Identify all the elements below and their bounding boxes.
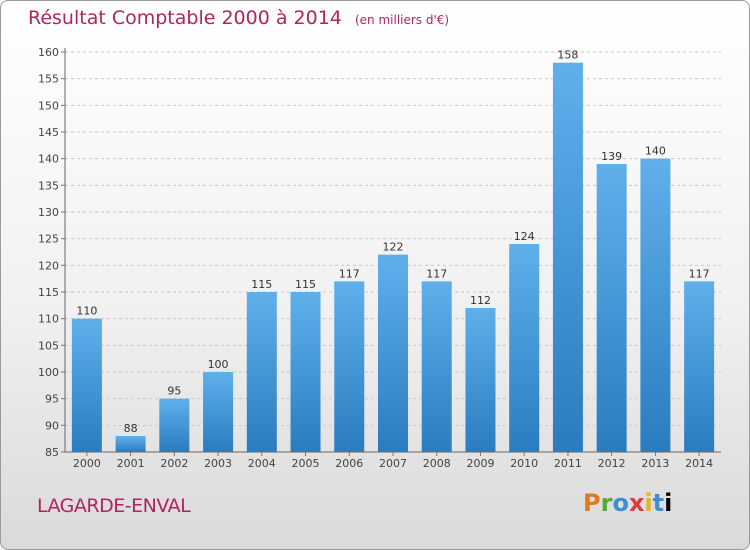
bar: [159, 398, 190, 452]
proxiti-logo: Proxiti: [583, 489, 673, 517]
bar: [71, 318, 102, 452]
bar: [596, 164, 627, 452]
y-tick-label: 95: [45, 393, 59, 406]
x-tick-label: 2013: [641, 457, 669, 470]
bar-value-label: 122: [383, 241, 404, 254]
x-tick-label: 2012: [598, 457, 626, 470]
y-tick-label: 150: [38, 99, 59, 112]
x-tick-label: 2010: [510, 457, 538, 470]
y-tick-label: 155: [38, 73, 59, 86]
x-tick-label: 2000: [73, 457, 101, 470]
bar: [509, 244, 540, 452]
bar-value-label: 139: [601, 150, 622, 163]
x-tick-label: 2006: [335, 457, 363, 470]
bar: [465, 308, 496, 452]
chart-title: Résultat Comptable 2000 à 2014 (en milli…: [28, 7, 449, 29]
x-tick-label: 2001: [117, 457, 145, 470]
bar-value-label: 124: [514, 230, 535, 243]
bar: [640, 158, 671, 452]
bar-value-label: 117: [689, 267, 710, 280]
bar-value-label: 115: [295, 278, 316, 291]
bar: [552, 62, 583, 453]
bar-value-label: 88: [124, 422, 138, 435]
commune-name: LAGARDE-ENVAL: [37, 495, 191, 517]
y-tick-label: 160: [38, 46, 59, 59]
y-tick-label: 105: [38, 339, 59, 352]
bar-value-label: 117: [426, 267, 447, 280]
bar-value-label: 110: [76, 305, 97, 318]
title-unit: (en milliers d'€): [354, 13, 450, 27]
y-tick-label: 120: [38, 259, 59, 272]
bar-value-label: 100: [208, 358, 229, 371]
x-tick-label: 2005: [292, 457, 320, 470]
y-tick-label: 110: [38, 313, 59, 326]
x-tick-label: 2007: [379, 457, 407, 470]
y-tick-label: 90: [45, 419, 59, 432]
x-tick-label: 2002: [160, 457, 188, 470]
x-tick-label: 2008: [423, 457, 451, 470]
bar-value-label: 158: [557, 49, 578, 62]
bar: [246, 292, 277, 452]
x-tick-label: 2011: [554, 457, 582, 470]
bar: [290, 292, 321, 452]
bar-value-label: 112: [470, 294, 491, 307]
bar: [421, 281, 452, 452]
title-text: Résultat Comptable 2000 à 2014: [28, 7, 342, 29]
bar: [684, 281, 715, 452]
bar: [203, 372, 234, 452]
bar: [334, 281, 365, 452]
x-tick-label: 2014: [685, 457, 713, 470]
y-tick-label: 130: [38, 206, 59, 219]
y-tick-label: 145: [38, 126, 59, 139]
bar-value-label: 140: [645, 145, 666, 158]
bar: [378, 254, 408, 452]
y-tick-label: 140: [38, 153, 59, 166]
y-tick-label: 125: [38, 233, 59, 246]
x-tick-label: 2003: [204, 457, 232, 470]
bar-value-label: 115: [251, 278, 272, 291]
bar: [115, 436, 146, 452]
x-tick-label: 2009: [466, 457, 494, 470]
y-tick-label: 115: [38, 286, 59, 299]
y-tick-label: 135: [38, 179, 59, 192]
y-tick-label: 85: [45, 446, 59, 459]
y-tick-label: 100: [38, 366, 59, 379]
x-tick-label: 2004: [248, 457, 276, 470]
bar-value-label: 95: [167, 385, 181, 398]
bar-value-label: 117: [339, 267, 360, 280]
